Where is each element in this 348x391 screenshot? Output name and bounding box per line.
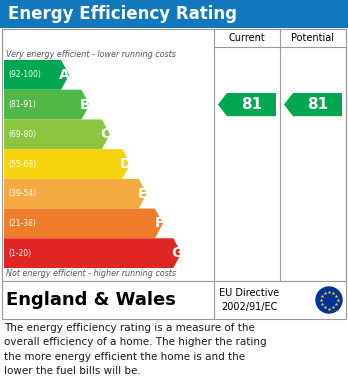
Text: (92-100): (92-100)	[8, 70, 41, 79]
Text: England & Wales: England & Wales	[6, 291, 176, 309]
Text: D: D	[120, 157, 131, 171]
Text: EU Directive
2002/91/EC: EU Directive 2002/91/EC	[219, 289, 279, 312]
Text: F: F	[155, 217, 164, 230]
Text: (39-54): (39-54)	[8, 189, 36, 198]
Text: Current: Current	[229, 33, 266, 43]
Text: Very energy efficient - lower running costs: Very energy efficient - lower running co…	[6, 50, 176, 59]
Text: E: E	[138, 187, 148, 201]
Text: Not energy efficient - higher running costs: Not energy efficient - higher running co…	[6, 269, 176, 278]
Text: Energy Efficiency Rating: Energy Efficiency Rating	[8, 5, 237, 23]
Bar	[2, 281, 346, 319]
Text: C: C	[101, 127, 111, 141]
Text: A: A	[60, 68, 70, 82]
Polygon shape	[4, 208, 163, 238]
Polygon shape	[4, 60, 69, 90]
Text: (1-20): (1-20)	[8, 249, 31, 258]
Bar	[2, 29, 346, 281]
Text: B: B	[80, 98, 90, 111]
Text: (81-91): (81-91)	[8, 100, 36, 109]
Polygon shape	[4, 238, 181, 268]
Text: Potential: Potential	[292, 33, 334, 43]
Text: 81: 81	[241, 97, 262, 112]
Polygon shape	[218, 93, 276, 116]
Polygon shape	[4, 90, 89, 119]
Text: 81: 81	[307, 97, 328, 112]
Text: The energy efficiency rating is a measure of the
overall efficiency of a home. T: The energy efficiency rating is a measur…	[4, 323, 267, 376]
Text: G: G	[171, 246, 182, 260]
Text: (55-68): (55-68)	[8, 160, 36, 169]
Polygon shape	[284, 93, 342, 116]
Polygon shape	[4, 149, 130, 179]
Circle shape	[316, 287, 342, 313]
Text: (21-38): (21-38)	[8, 219, 36, 228]
Bar	[0, 0, 348, 28]
Text: (69-80): (69-80)	[8, 130, 36, 139]
Polygon shape	[4, 179, 147, 208]
Polygon shape	[4, 119, 110, 149]
